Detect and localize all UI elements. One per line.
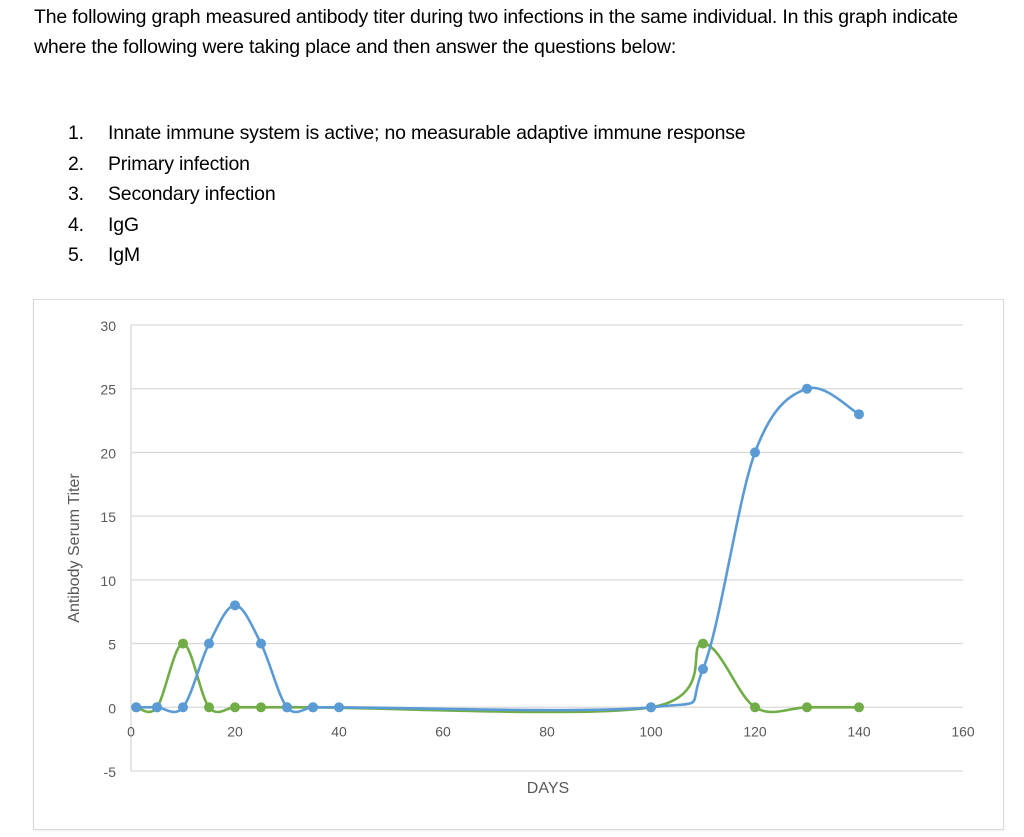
list-item: 1. Innate immune system is active; no mea… bbox=[68, 122, 746, 144]
list-item: 5. IgM bbox=[68, 244, 140, 266]
list-item: 3. Secondary infection bbox=[68, 183, 276, 205]
list-item: 2. Primary infection bbox=[68, 152, 250, 175]
question-intro: The following graph measured antibody ti… bbox=[34, 6, 958, 58]
list-item: 4. IgG bbox=[68, 213, 139, 236]
chart-container bbox=[33, 299, 1004, 830]
question-list: 1. Innate immune system is active; no mea… bbox=[68, 118, 746, 271]
